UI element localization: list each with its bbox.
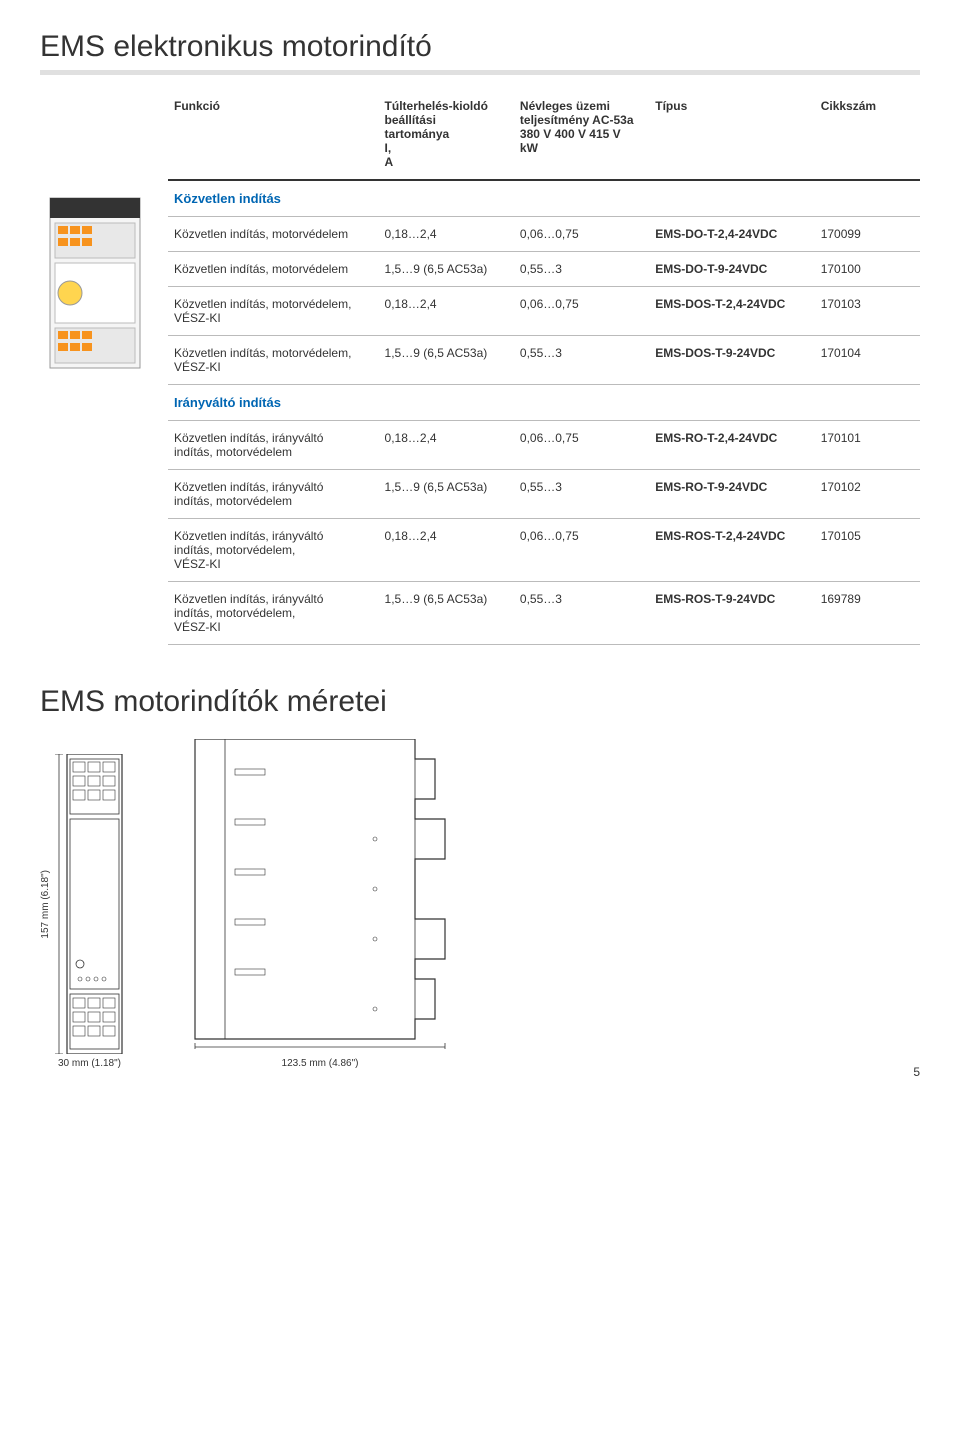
- cell-func: Közvetlen indítás, motorvédelem, VÉSZ-KI: [168, 287, 379, 336]
- spec-content: Funkció Túlterhelés-kioldó beállítási ta…: [40, 93, 920, 645]
- front-view-icon: [55, 754, 125, 1054]
- cell-power: 0,06…0,75: [514, 519, 649, 582]
- page-title: EMS elektronikus motorindító: [40, 30, 920, 75]
- table-header-row: Funkció Túlterhelés-kioldó beállítási ta…: [168, 93, 920, 180]
- cell-type: EMS-RO-T-9-24VDC: [649, 470, 814, 519]
- cell-power: 0,55…3: [514, 336, 649, 385]
- cell-type: EMS-DO-T-9-24VDC: [649, 252, 814, 287]
- cell-power: 0,06…0,75: [514, 421, 649, 470]
- section-row: Közvetlen indítás: [168, 180, 920, 217]
- cell-func: Közvetlen indítás, motorvédelem, VÉSZ-KI: [168, 336, 379, 385]
- col-header-power: Névleges üzemi teljesítmény AC-53a 380 V…: [514, 93, 649, 180]
- width-dim-label: 30 mm (1.18"): [54, 1058, 125, 1069]
- cell-func: Közvetlen indítás, irányváltó indítás, m…: [168, 519, 379, 582]
- col-header-type: Típus: [649, 93, 814, 180]
- front-view-group: 157 mm (6.18"): [40, 754, 125, 1069]
- cell-part: 170100: [815, 252, 920, 287]
- cell-type: EMS-DOS-T-2,4-24VDC: [649, 287, 814, 336]
- cell-part: 170104: [815, 336, 920, 385]
- cell-power: 0,06…0,75: [514, 217, 649, 252]
- product-image-column: [40, 93, 150, 645]
- cell-range: 1,5…9 (6,5 AC53a): [379, 470, 514, 519]
- side-view-group: 123.5 mm (4.86"): [185, 739, 455, 1069]
- cell-func: Közvetlen indítás, irányváltó indítás, m…: [168, 582, 379, 645]
- cell-type: EMS-DO-T-2,4-24VDC: [649, 217, 814, 252]
- height-dim-label: 157 mm (6.18"): [40, 870, 51, 939]
- cell-part: 170101: [815, 421, 920, 470]
- table-row: Közvetlen indítás, motorvédelem 1,5…9 (6…: [168, 252, 920, 287]
- cell-range: 1,5…9 (6,5 AC53a): [379, 582, 514, 645]
- spec-table: Funkció Túlterhelés-kioldó beállítási ta…: [168, 93, 920, 645]
- spec-tables: Funkció Túlterhelés-kioldó beállítási ta…: [168, 93, 920, 645]
- cell-type: EMS-ROS-T-2,4-24VDC: [649, 519, 814, 582]
- table-row: Közvetlen indítás, irányváltó indítás, m…: [168, 421, 920, 470]
- table-row: Közvetlen indítás, motorvédelem, VÉSZ-KI…: [168, 336, 920, 385]
- cell-func: Közvetlen indítás, motorvédelem: [168, 217, 379, 252]
- cell-part: 170103: [815, 287, 920, 336]
- cell-func: Közvetlen indítás, motorvédelem: [168, 252, 379, 287]
- table-row: Közvetlen indítás, motorvédelem 0,18…2,4…: [168, 217, 920, 252]
- product-thumb-icon: [40, 193, 150, 373]
- side-view-icon: [185, 739, 455, 1049]
- cell-range: 0,18…2,4: [379, 217, 514, 252]
- cell-func: Közvetlen indítás, irányváltó indítás, m…: [168, 470, 379, 519]
- table-row: Közvetlen indítás, irányváltó indítás, m…: [168, 582, 920, 645]
- col-header-func: Funkció: [168, 93, 379, 180]
- section-row: Irányváltó indítás: [168, 385, 920, 421]
- cell-part: 170099: [815, 217, 920, 252]
- cell-power: 0,55…3: [514, 252, 649, 287]
- cell-power: 0,06…0,75: [514, 287, 649, 336]
- cell-part: 170102: [815, 470, 920, 519]
- depth-dim-label: 123.5 mm (4.86"): [185, 1058, 455, 1069]
- dimensions-title: EMS motorindítók méretei: [40, 685, 920, 719]
- section1-label: Közvetlen indítás: [168, 180, 920, 217]
- cell-range: 1,5…9 (6,5 AC53a): [379, 336, 514, 385]
- cell-func: Közvetlen indítás, irányváltó indítás, m…: [168, 421, 379, 470]
- table-row: Közvetlen indítás, irányváltó indítás, m…: [168, 519, 920, 582]
- col-header-range: Túlterhelés-kioldó beállítási tartománya…: [379, 93, 514, 180]
- cell-part: 169789: [815, 582, 920, 645]
- table-row: Közvetlen indítás, motorvédelem, VÉSZ-KI…: [168, 287, 920, 336]
- col-header-part: Cikkszám: [815, 93, 920, 180]
- page-number: 5: [913, 1065, 920, 1079]
- cell-type: EMS-ROS-T-9-24VDC: [649, 582, 814, 645]
- cell-type: EMS-DOS-T-9-24VDC: [649, 336, 814, 385]
- table-row: Közvetlen indítás, irányváltó indítás, m…: [168, 470, 920, 519]
- cell-range: 0,18…2,4: [379, 519, 514, 582]
- dimensions-figure: 157 mm (6.18"): [40, 739, 920, 1069]
- cell-power: 0,55…3: [514, 470, 649, 519]
- cell-range: 0,18…2,4: [379, 421, 514, 470]
- cell-range: 1,5…9 (6,5 AC53a): [379, 252, 514, 287]
- section2-label: Irányváltó indítás: [168, 385, 920, 421]
- cell-type: EMS-RO-T-2,4-24VDC: [649, 421, 814, 470]
- cell-range: 0,18…2,4: [379, 287, 514, 336]
- cell-power: 0,55…3: [514, 582, 649, 645]
- cell-part: 170105: [815, 519, 920, 582]
